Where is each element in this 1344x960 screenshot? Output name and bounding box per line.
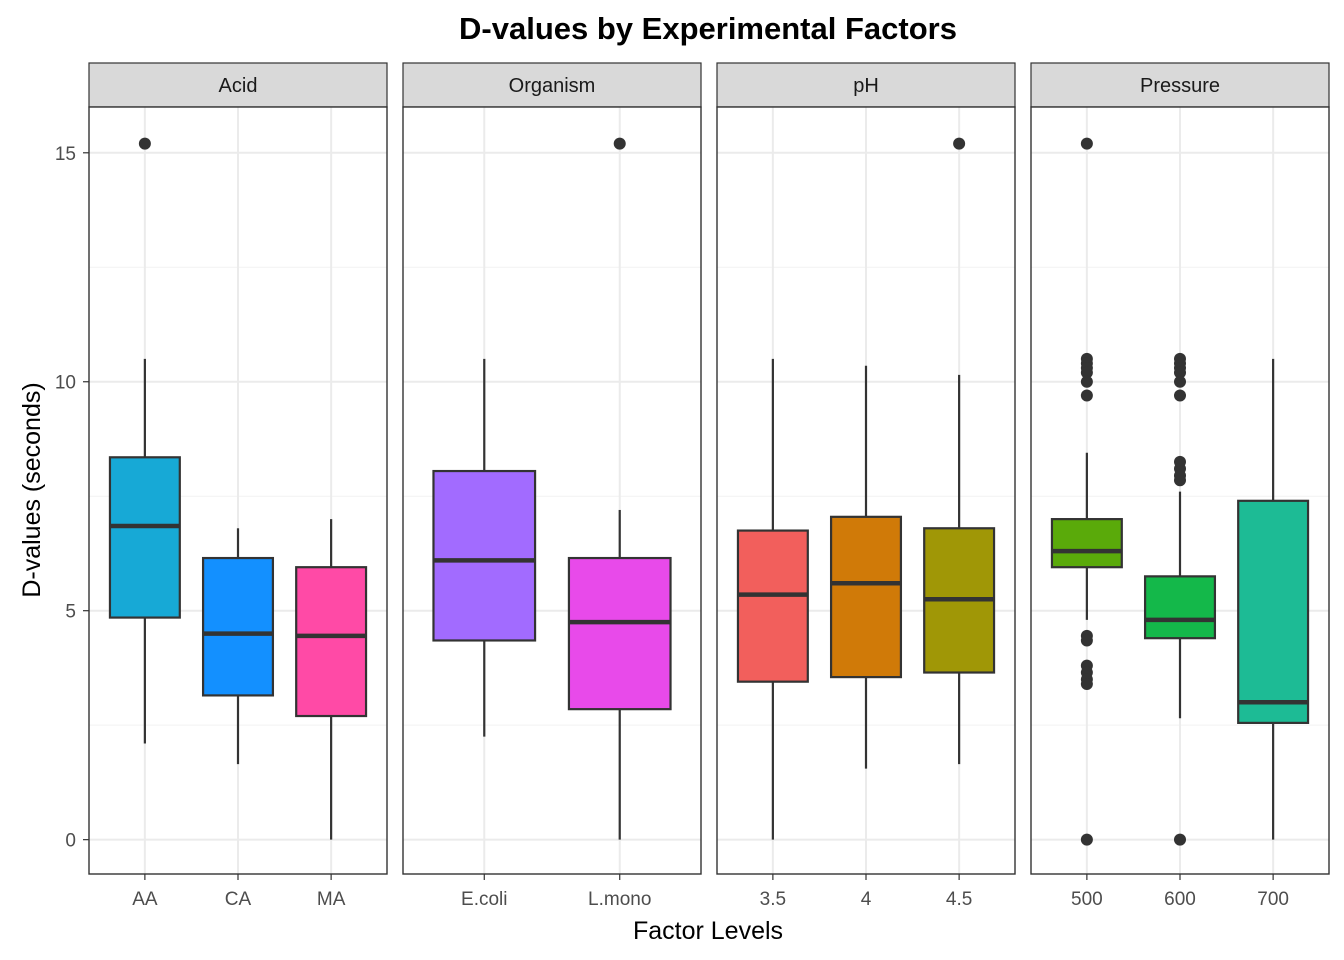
outlier-point — [1080, 833, 1093, 846]
boxplot-500 — [1050, 137, 1123, 846]
y-axis-title: D-values (seconds) — [18, 382, 46, 597]
outlier-point — [138, 137, 151, 150]
box — [736, 529, 809, 683]
boxplot-4 — [829, 365, 903, 769]
facet-strip-label: Organism — [509, 75, 596, 97]
facet-strip — [716, 62, 1016, 108]
panel-border — [716, 106, 1016, 875]
facet-strip-label: Pressure — [1140, 75, 1220, 97]
outlier-point — [1174, 474, 1186, 487]
y-tick-label: 15 — [55, 144, 76, 165]
boxplot-CA — [201, 528, 275, 765]
outlier-point — [1080, 375, 1093, 388]
boxplot-600 — [1143, 352, 1217, 846]
facet-strip — [402, 62, 702, 108]
facet-strip-label: Acid — [219, 75, 258, 97]
boxplot-L.mono — [567, 137, 672, 840]
x-tick-label: CA — [225, 889, 252, 910]
boxplot-MA — [295, 519, 368, 840]
y-tick-label: 5 — [65, 602, 76, 623]
x-axis-title: Factor Levels — [633, 917, 783, 945]
facet-panel-pressure: Pressure 500 600 700 — [1030, 62, 1330, 910]
boxplot-4.5 — [923, 137, 996, 765]
x-tick-label: 700 — [1257, 889, 1289, 910]
box — [829, 515, 903, 679]
facet-strip-label: pH — [853, 75, 879, 97]
outlier-point — [953, 137, 966, 150]
outlier-point — [1080, 366, 1093, 379]
panel-border — [1030, 106, 1330, 875]
box — [1237, 499, 1310, 724]
box — [432, 469, 537, 642]
box — [1050, 518, 1123, 569]
facet-panel-ph: pH 3.5 4 4.5 — [716, 62, 1016, 910]
x-tick-label: 600 — [1164, 889, 1196, 910]
box — [108, 456, 181, 619]
x-tick-label: 3.5 — [760, 889, 786, 910]
outlier-point — [1080, 634, 1093, 647]
outlier-point — [1080, 389, 1093, 402]
boxplot-E.coli — [432, 358, 537, 737]
facet-panel-organism: Organism E.coli L.mono — [402, 62, 702, 910]
facet-panel-acid: Acid AA CA MA — [88, 62, 388, 910]
panel-border — [88, 106, 388, 875]
outlier-point — [1080, 677, 1093, 690]
outlier-point — [1174, 366, 1186, 379]
outlier-point — [1174, 375, 1186, 388]
outlier-point — [1080, 137, 1093, 150]
box — [201, 556, 275, 697]
box — [295, 566, 368, 718]
panel-border — [402, 106, 702, 875]
boxplot-AA — [108, 137, 181, 744]
x-tick-label: 500 — [1071, 889, 1103, 910]
boxplot-700 — [1237, 358, 1310, 840]
plot-layer: 0 5 10 15 Acid AA CA MA Organism E.coli L.mono pH 3.… — [55, 62, 1330, 910]
chart-title: D-values by Experimental Factors — [459, 11, 957, 46]
x-tick-label: MA — [317, 889, 346, 910]
x-tick-label: 4.5 — [946, 889, 972, 910]
x-tick-label: 4 — [861, 889, 872, 910]
box — [567, 556, 672, 711]
outlier-point — [1174, 833, 1186, 846]
box — [1143, 575, 1217, 640]
x-tick-label: L.mono — [588, 889, 651, 910]
y-tick-label: 0 — [65, 831, 76, 852]
boxplot-3.5 — [736, 358, 809, 840]
x-tick-label: E.coli — [461, 889, 507, 910]
y-tick-label: 10 — [55, 373, 76, 394]
outlier-point — [613, 137, 626, 150]
outlier-point — [1174, 389, 1186, 402]
x-tick-label: AA — [132, 889, 158, 910]
